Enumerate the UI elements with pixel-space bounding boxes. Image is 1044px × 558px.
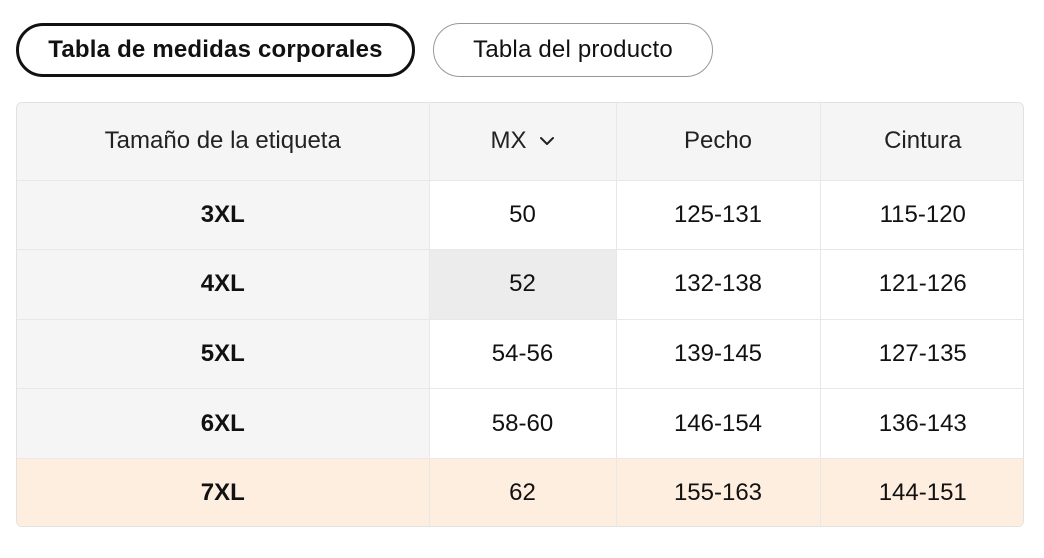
chest-cell: 132-138 — [615, 249, 821, 320]
size-chart-tabs: Tabla de medidas corporales Tabla del pr… — [16, 23, 713, 77]
table-row: 3XL 50 125-131 115-120 — [17, 179, 1023, 251]
waist-cell: 136-143 — [819, 388, 1023, 459]
chest-cell: 125-131 — [615, 179, 821, 251]
chest-cell: 139-145 — [615, 318, 821, 390]
tab-body-measurements[interactable]: Tabla de medidas corporales — [16, 23, 415, 77]
size-cell: 3XL — [17, 179, 430, 251]
header-size-label: Tamaño de la etiqueta — [17, 103, 430, 181]
size-cell: 5XL — [17, 318, 430, 390]
size-cell: 6XL — [17, 388, 430, 459]
table-row: 5XL 54-56 139-145 127-135 — [17, 318, 1023, 390]
waist-cell: 127-135 — [819, 318, 1023, 390]
waist-cell: 121-126 — [819, 249, 1023, 320]
size-cell: 7XL — [17, 457, 430, 526]
chevron-down-icon — [539, 137, 554, 146]
chest-cell: 146-154 — [615, 388, 821, 459]
tab-product-measurements[interactable]: Tabla del producto — [433, 23, 713, 77]
header-waist: Cintura — [819, 103, 1023, 181]
table-row: 6XL 58-60 146-154 136-143 — [17, 388, 1023, 459]
chest-cell: 155-163 — [615, 457, 821, 526]
region-select-label: MX — [490, 127, 527, 155]
table-row-highlighted: 7XL 62 155-163 144-151 — [17, 457, 1023, 526]
size-table: Tamaño de la etiqueta MX Pecho Cintura 3… — [16, 102, 1024, 527]
mx-cell: 58-60 — [428, 388, 617, 459]
mx-cell: 54-56 — [428, 318, 617, 390]
table-row: 4XL 52 132-138 121-126 — [17, 249, 1023, 320]
waist-cell: 115-120 — [819, 179, 1023, 251]
waist-cell: 144-151 — [819, 457, 1023, 526]
header-chest: Pecho — [615, 103, 821, 181]
size-cell: 4XL — [17, 249, 430, 320]
mx-cell: 50 — [428, 179, 617, 251]
table-header-row: Tamaño de la etiqueta MX Pecho Cintura — [17, 103, 1023, 181]
mx-cell: 52 — [428, 249, 617, 320]
region-select[interactable]: MX — [428, 103, 617, 181]
mx-cell: 62 — [428, 457, 617, 526]
